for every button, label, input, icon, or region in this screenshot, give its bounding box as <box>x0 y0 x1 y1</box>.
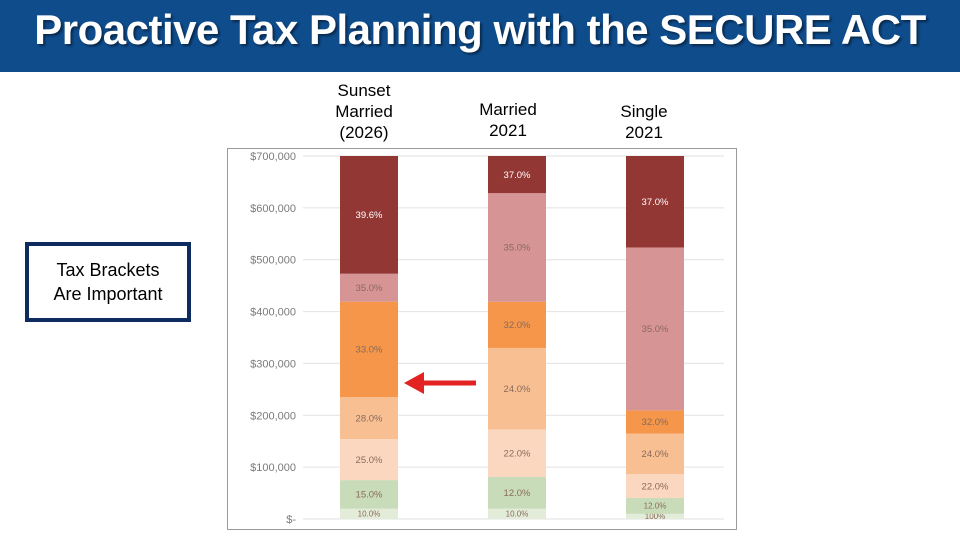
y-tick-label: $400,000 <box>250 307 296 319</box>
bar-segment-label: 15.0% <box>356 490 383 501</box>
bar-segment-label: 22.0% <box>504 448 531 459</box>
bar-segment <box>340 156 398 274</box>
bracket-chart: $700,000 $600,000 $500,000 $400,000 $300,000… <box>250 151 724 526</box>
bar-segment-label: 12.0% <box>504 488 531 499</box>
bar-segment-label: 10.0% <box>358 510 381 519</box>
bar-segment-label: 28.0% <box>356 413 383 424</box>
y-tick-label: $700,000 <box>250 151 296 163</box>
y-tick-label: $200,000 <box>250 410 296 422</box>
bar-segment <box>626 474 684 498</box>
bar-segment <box>340 301 398 398</box>
bar-segment-label: 35.0% <box>504 243 531 254</box>
chart-frame: $700,000 $600,000 $500,000 $400,000 $300,000… <box>227 148 737 530</box>
bar-segment-label: 24.0% <box>504 384 531 395</box>
bar-segment-label: 24.0% <box>642 449 669 460</box>
bar-segment-label: 32.0% <box>642 417 669 428</box>
bar-segment <box>626 433 684 475</box>
column-header-married-2021: Married 2021 <box>479 100 537 140</box>
bar-segment <box>340 397 398 440</box>
callout-text: Tax Brackets Are Important <box>53 260 163 304</box>
bar-segment-label: 10.0% <box>506 510 529 519</box>
column-header-single-2021: Single 2021 <box>620 102 668 142</box>
bar-segment <box>340 508 398 519</box>
bar-segment-label: 22.0% <box>642 481 669 492</box>
bar-segment-label: 37.0% <box>642 197 669 208</box>
bar-segment <box>626 247 684 411</box>
callout-box: Tax Brackets Are Important <box>25 242 191 322</box>
bar-segment-label: 35.0% <box>642 324 669 335</box>
bar-segment <box>340 439 398 481</box>
bar-segment-label: 35.0% <box>356 283 383 294</box>
y-tick-label: $100,000 <box>250 462 296 474</box>
bar-segment <box>488 301 546 348</box>
y-tick-label: $300,000 <box>250 358 296 370</box>
bar-segment <box>626 513 684 519</box>
bar-segment <box>626 156 684 248</box>
bar-segment <box>488 193 546 302</box>
bar-segment-label: 100% <box>645 512 665 521</box>
bar-segment <box>488 476 546 509</box>
bar-segment <box>488 156 546 194</box>
y-tick-label: $- <box>286 514 296 526</box>
bar-segment <box>626 497 684 514</box>
bar-segment <box>340 480 398 509</box>
bar-segment <box>488 429 546 477</box>
column-header-sunset-married: Sunset Married (2026) <box>335 81 393 142</box>
bar-segment-label: 33.0% <box>356 345 383 356</box>
bar-segment-label: 39.6% <box>356 210 383 221</box>
y-tick-label: $500,000 <box>250 255 296 267</box>
title-bar: Proactive Tax Planning with the SECURE A… <box>0 0 960 72</box>
bar-segment-label: 12.0% <box>644 502 667 511</box>
bar-segment-label: 25.0% <box>356 455 383 466</box>
bar-segment-label: 32.0% <box>504 320 531 331</box>
bar-segment <box>626 410 684 434</box>
bar-segment <box>340 273 398 302</box>
slide-title: Proactive Tax Planning with the SECURE A… <box>34 6 926 53</box>
bar-segment <box>488 347 546 430</box>
bar-segment <box>488 508 546 519</box>
y-tick-label: $600,000 <box>250 203 296 215</box>
bar-segment-label: 37.0% <box>504 170 531 181</box>
